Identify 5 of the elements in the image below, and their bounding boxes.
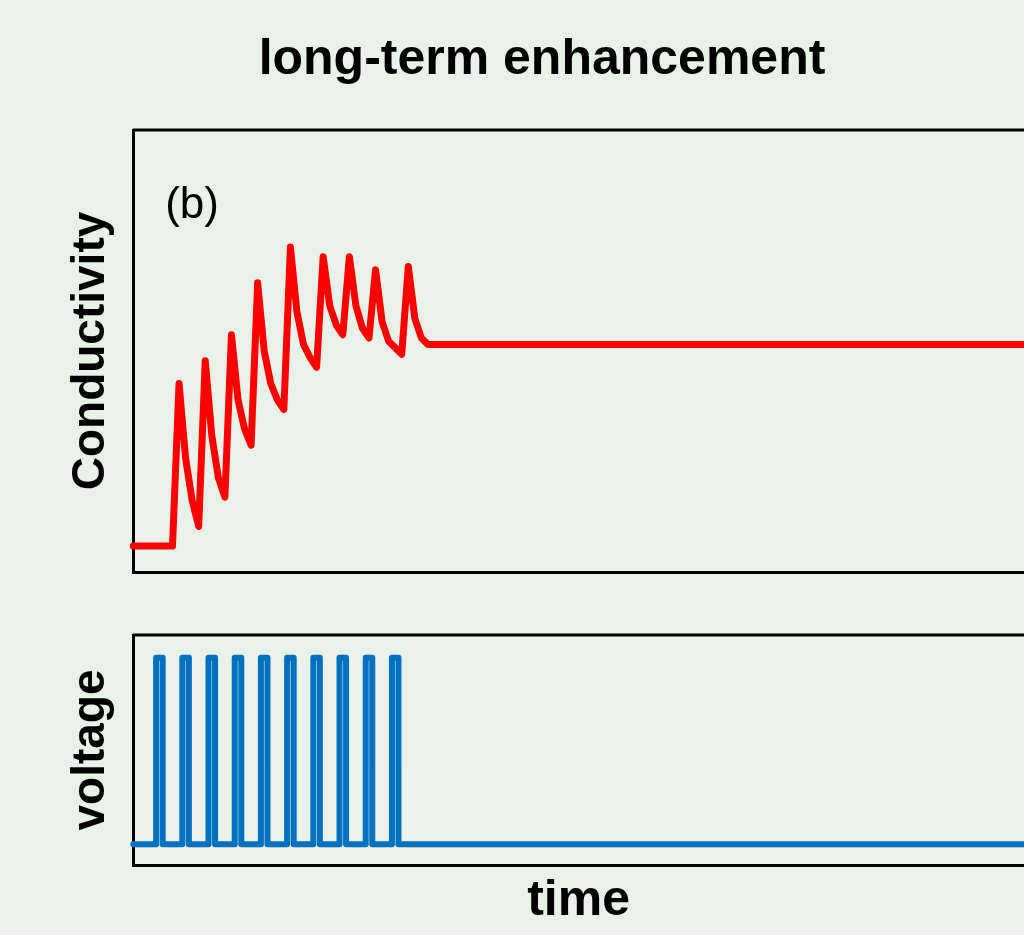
x-axis-title: time (527, 869, 631, 926)
chart-title: long-term enhancement (258, 28, 826, 85)
y-axis-title: voltage (62, 669, 115, 831)
text: (b) (165, 178, 219, 228)
y-axis-title: Conductivity (62, 211, 115, 491)
